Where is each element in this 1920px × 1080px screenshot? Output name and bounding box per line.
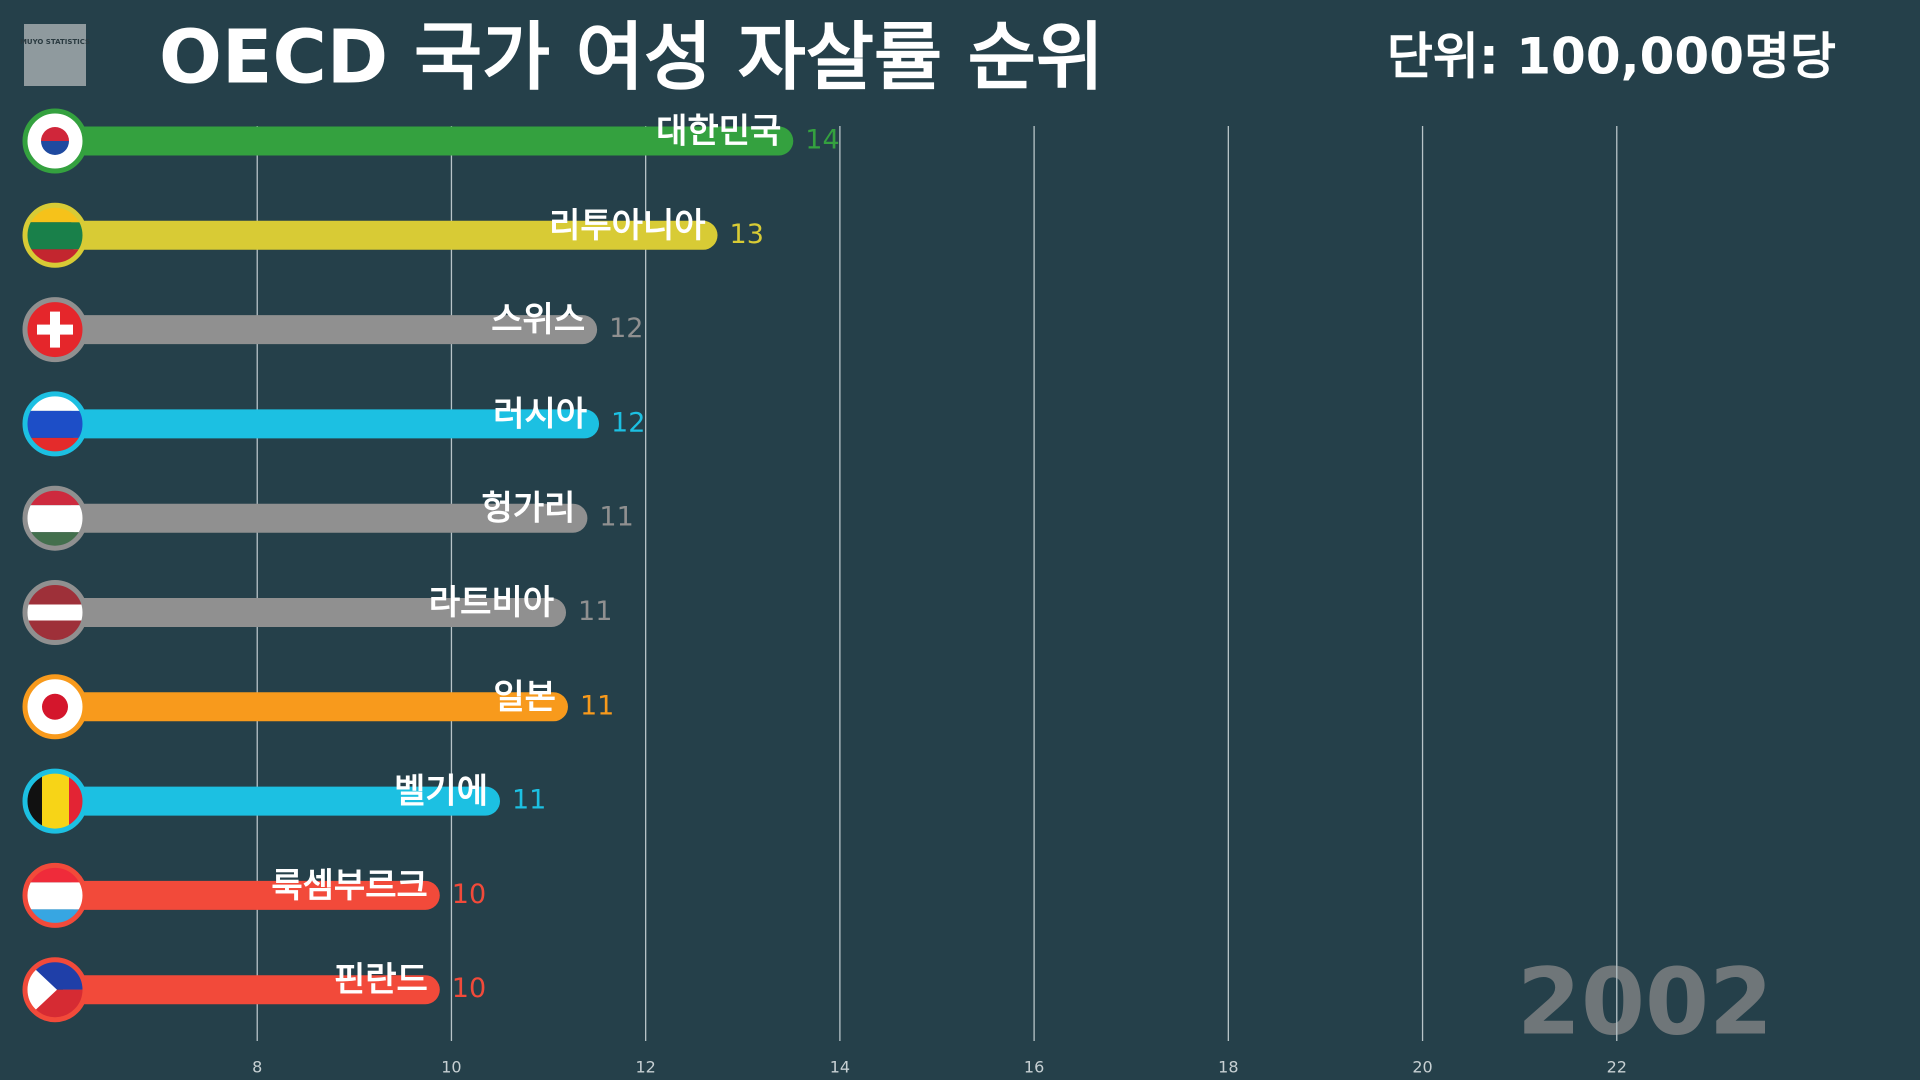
x-tick-label: 20	[1412, 1058, 1432, 1077]
bar	[63, 126, 794, 156]
flag-stripe	[25, 393, 85, 411]
flag-part	[42, 693, 68, 720]
flag-rim	[22, 957, 88, 1023]
flag-rim	[22, 768, 88, 834]
bar	[63, 786, 500, 816]
bar	[63, 598, 567, 627]
value-label: 11	[512, 785, 546, 816]
bar-label: 스위스	[491, 300, 585, 340]
flag-rim	[22, 391, 88, 457]
bar-label: 라트비아	[429, 583, 554, 623]
value-label: 10	[452, 879, 486, 910]
bar-label: 벨기에	[394, 772, 488, 812]
bar	[63, 409, 600, 439]
logo	[24, 24, 86, 86]
value-label: 10	[452, 973, 486, 1004]
value-label: 13	[730, 219, 764, 250]
bar	[63, 692, 568, 722]
bar-label: 룩셈부르크	[271, 866, 427, 906]
flag-stripe	[25, 222, 85, 250]
value-label: 12	[609, 313, 643, 344]
bar-label: 리투아니아	[549, 206, 705, 246]
flag-stripe	[25, 882, 85, 910]
value-label: 11	[580, 690, 614, 721]
flag-stripe	[25, 636, 85, 643]
x-tick-label: 14	[830, 1058, 850, 1077]
flag-stripe	[25, 771, 42, 832]
flag-rim	[22, 297, 88, 363]
x-tick-label: 16	[1024, 1058, 1044, 1077]
flag-stripe	[42, 771, 69, 832]
value-label: 11	[578, 596, 612, 627]
flag-rim	[22, 108, 88, 174]
bar	[63, 315, 598, 345]
chart-title: OECD 국가 여성 자살률 순위	[159, 15, 1104, 101]
bar	[63, 503, 588, 533]
flag-stripe	[25, 620, 85, 637]
bar-label: 러시아	[493, 394, 587, 434]
bar-label: 핀란드	[334, 960, 428, 1000]
flag-part	[37, 324, 73, 335]
value-label: 12	[611, 407, 645, 438]
x-tick-label: 18	[1218, 1058, 1238, 1077]
bar	[63, 880, 440, 910]
flag-stripe	[25, 505, 85, 533]
x-tick-label: 8	[252, 1058, 262, 1077]
year-label: 2002	[1517, 948, 1773, 1055]
bar-label: 헝가리	[482, 489, 576, 529]
logo-text: MUYO STATISTICS	[20, 38, 90, 46]
x-tick-label: 12	[635, 1058, 655, 1077]
x-tick-label: 10	[441, 1058, 461, 1077]
flag-rim	[22, 485, 88, 551]
bar	[63, 975, 440, 1005]
bar	[63, 220, 718, 250]
flag-stripe	[25, 205, 85, 223]
flag	[25, 582, 85, 643]
flag-rim	[22, 862, 88, 928]
flag-rim	[22, 580, 88, 645]
flag-stripe	[25, 865, 85, 883]
flag-stripe	[25, 582, 85, 589]
flag-stripe	[25, 604, 85, 621]
value-label: 14	[805, 125, 839, 156]
flag-stripe	[25, 588, 85, 605]
bar-label: 대한민국	[656, 112, 781, 152]
flag-rim	[22, 674, 88, 740]
value-label: 11	[599, 502, 633, 533]
x-tick-label: 22	[1607, 1058, 1627, 1077]
flag-stripe	[25, 249, 85, 266]
unit-label: 단위: 100,000명당	[1387, 28, 1836, 86]
flag-part	[41, 141, 69, 155]
bar-label: 일본	[493, 677, 556, 717]
flag-rim	[22, 202, 88, 268]
flag-part	[41, 127, 69, 141]
flag-stripe	[25, 410, 85, 438]
flag-stripe	[25, 488, 85, 506]
